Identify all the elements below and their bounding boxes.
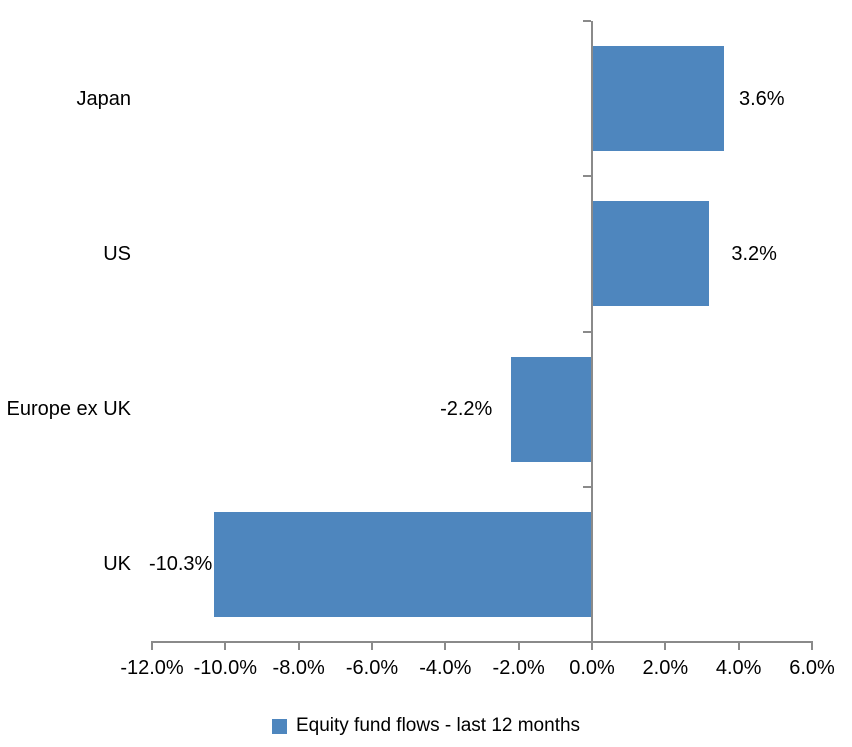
category-label-japan: Japan [76,87,132,110]
x-tick-label: -12.0% [120,657,184,679]
category-label-us: US [103,242,131,265]
bar-europe-ex-uk [511,356,592,462]
x-tick [811,642,813,650]
x-tick [297,642,300,650]
x-tick-label: -6.0% [345,657,399,679]
category-tick [583,330,591,333]
y-axis-line [590,21,593,642]
x-tick-label: 4.0% [715,657,762,679]
category-tick [583,175,591,178]
x-tick-label: -8.0% [272,657,325,679]
x-tick-label: 2.0% [642,657,689,679]
x-tick [664,642,667,650]
category-tick [583,20,591,22]
bar-japan [592,46,724,152]
bar-uk [214,511,592,617]
category-label-uk: UK [103,553,131,576]
value-label-europe-ex-uk: -2.2% [440,398,493,421]
value-label-us: 3.2% [731,242,777,265]
bar-us [592,201,710,307]
x-tick [224,642,227,650]
x-tick [517,642,520,650]
value-label-uk: -10.3% [148,553,213,576]
x-tick-label: -10.0% [193,657,258,679]
legend-label: Equity fund flows - last 12 months [295,715,581,736]
x-tick [444,642,447,650]
x-tick [151,642,153,650]
x-tick-label: 0.0% [569,657,615,679]
legend-swatch-icon [271,718,287,734]
category-tick [583,485,591,488]
x-tick-label: -2.0% [492,657,545,679]
x-tick [371,642,373,650]
x-axis-line [151,641,813,643]
x-tick [737,642,740,650]
category-label-europe-ex-uk: Europe ex UK [6,398,131,421]
value-label-japan: 3.6% [739,87,785,110]
legend: Equity fund flows - last 12 months [0,711,852,741]
x-tick-label: 6.0% [789,657,835,679]
x-tick-label: -4.0% [419,657,472,679]
x-tick [591,642,593,650]
